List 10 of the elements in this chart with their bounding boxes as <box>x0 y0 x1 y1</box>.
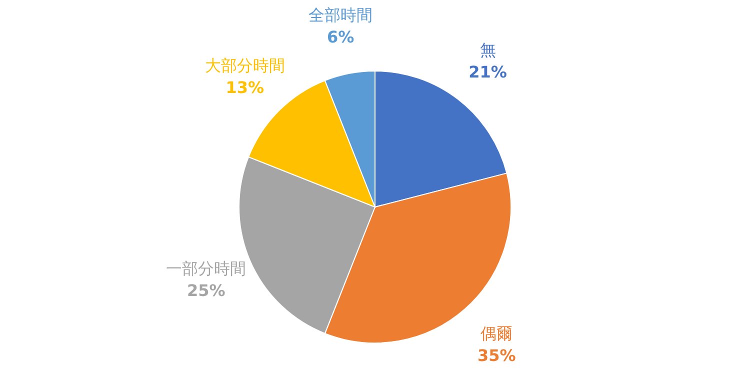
data-label: 21% <box>468 62 507 82</box>
slice-label: 無 <box>480 40 496 60</box>
data-label: 25% <box>186 281 226 300</box>
data-label: 35% <box>478 346 516 366</box>
slice-label: 一部分時間 <box>166 259 246 278</box>
slice-label: 偶爾 <box>480 324 513 344</box>
data-label: 6% <box>326 27 354 46</box>
slice-label: 大部分時間 <box>204 56 285 75</box>
data-label: 13% <box>226 78 264 97</box>
slice-label: 全部時間 <box>308 5 373 24</box>
